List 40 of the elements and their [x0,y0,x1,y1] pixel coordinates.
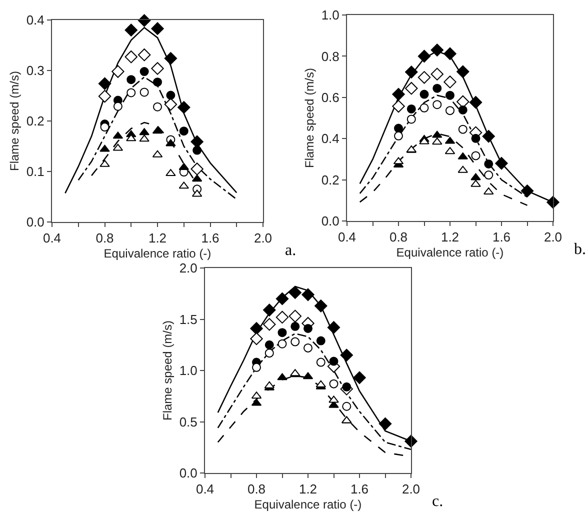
y-tick-label: 2.0 [179,260,198,276]
y-tick-label: 0.0 [321,214,340,229]
x-tick-label: 1.2 [148,230,167,246]
x-tick-label: 2.0 [402,482,420,497]
y-tick-label: 0.2 [321,172,340,188]
x-axis-title: Equivalence ratio (-) [104,246,212,260]
y-tick-label: 0.6 [321,90,340,105]
x-tick-label: 1.2 [440,230,460,245]
y-tick-label: 0.0 [179,466,198,481]
y-tick-label: 0.0 [26,214,44,230]
text: c. [432,493,444,510]
y-tick-label: 0.1 [26,164,44,180]
x-axis-title: Equivalence ratio (-) [396,246,504,260]
x-tick-label: 1.6 [492,230,511,245]
x-tick-label: 1.6 [201,230,220,246]
y-tick-label: 0.4 [26,12,44,28]
x-tick-label: 0.4 [196,482,214,497]
y-tick-label: 0.3 [26,63,44,78]
x-tick-label: 0.8 [96,230,114,246]
text: a. [285,242,296,259]
x-tick-label: 1.6 [350,482,369,497]
y-axis-title: Flame speed (m/s) [160,320,175,421]
y-axis-title: Flame speed (m/s) [8,70,22,172]
y-tick-label: 1.0 [179,363,198,378]
x-axis-title: Equivalence ratio (-) [254,498,362,512]
y-tick-label: 1.5 [179,312,198,327]
y-tick-label: 0.5 [179,414,198,430]
y-axis-title: Flame speed (m/s) [302,68,317,168]
y-tick-label: 1.0 [321,8,340,23]
x-tick-label: 0.8 [247,482,266,497]
x-tick-label: 0.4 [42,230,62,246]
x-tick-label: 0.4 [338,230,356,245]
y-tick-label: 0.2 [26,114,44,129]
x-tick-label: 2.0 [254,230,272,246]
y-tick-label: 0.8 [321,48,340,64]
y-tick-label: 0.4 [321,131,340,146]
text: b. [574,241,586,258]
x-tick-label: 1.2 [298,482,318,497]
x-tick-label: 0.8 [389,230,408,245]
x-tick-label: 2.0 [544,230,562,245]
